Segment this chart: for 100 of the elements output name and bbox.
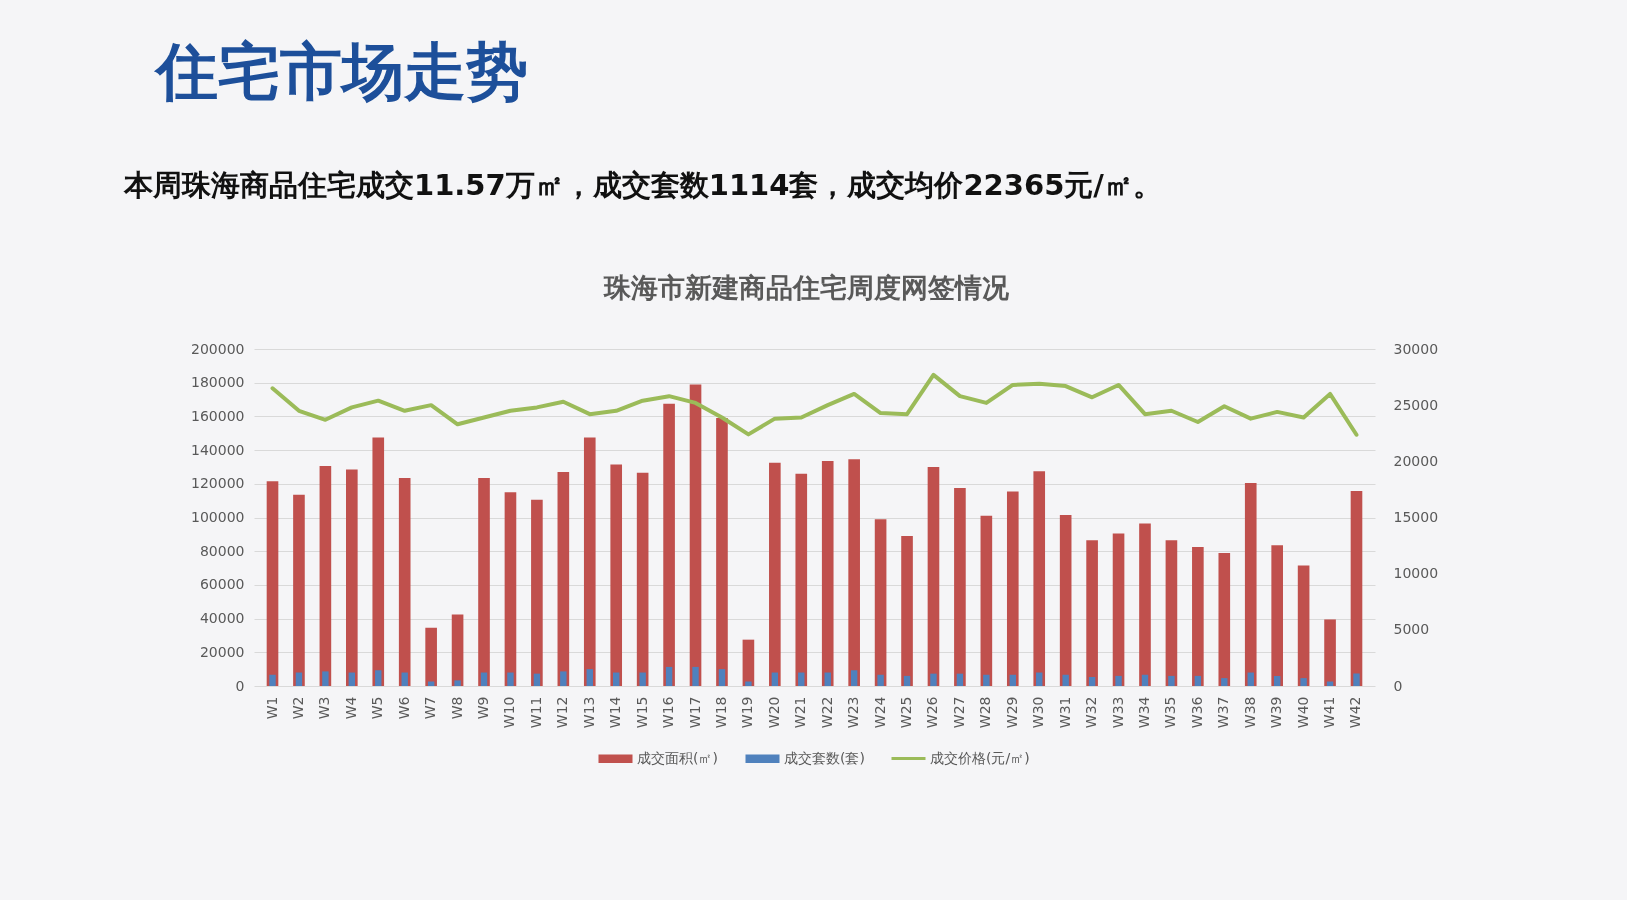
x-tick-label: W39 <box>1268 696 1285 729</box>
legend-label: 成交面积(㎡) <box>637 749 718 766</box>
x-tick-label: W11 <box>527 696 544 729</box>
bar <box>692 666 699 686</box>
x-tick-label: W12 <box>554 696 571 729</box>
y-tick-label: 120000 <box>191 475 245 492</box>
y-tick-label: 200000 <box>191 340 245 357</box>
bar <box>478 477 490 686</box>
bar <box>504 492 517 686</box>
x-tick-label: W13 <box>580 696 597 729</box>
bar <box>533 673 541 686</box>
x-tick-label: W22 <box>818 696 835 729</box>
bar <box>877 674 884 686</box>
y-tick-label: 160000 <box>191 407 245 424</box>
bar <box>1273 675 1281 686</box>
bar <box>375 670 382 686</box>
bar <box>824 672 831 686</box>
x-tick-label: W41 <box>1321 696 1338 729</box>
x-tick-label: W16 <box>660 696 677 729</box>
bar <box>954 488 966 686</box>
bar <box>1062 674 1069 686</box>
bar <box>1297 565 1310 686</box>
bar <box>821 461 834 686</box>
y-tick-label: 180000 <box>191 374 245 391</box>
x-tick-label: W14 <box>607 696 624 729</box>
x-tick-label: W20 <box>765 696 782 729</box>
x-tick-label: W8 <box>448 696 465 720</box>
bar <box>1271 545 1283 686</box>
bar <box>1141 674 1149 686</box>
y-tick-label: 20000 <box>199 643 245 660</box>
bar <box>1006 491 1019 686</box>
bar <box>742 639 755 686</box>
x-tick-label: W2 <box>289 696 306 720</box>
bar <box>718 669 726 686</box>
bar <box>1244 482 1257 686</box>
bar <box>930 673 937 686</box>
bar <box>927 466 940 686</box>
bar <box>983 674 990 686</box>
bar <box>401 672 408 686</box>
x-tick-label: W25 <box>898 696 915 729</box>
bar <box>795 473 808 686</box>
x-tick-label: W36 <box>1188 696 1205 729</box>
bar <box>980 515 993 686</box>
chart-title: 住宅市场走势 <box>153 35 528 108</box>
bar <box>560 671 567 686</box>
bar <box>663 403 675 686</box>
y2-tick-label: 25000 <box>1393 396 1439 413</box>
x-tick-label: W28 <box>977 696 994 729</box>
bar <box>480 672 488 686</box>
bar <box>1112 533 1125 686</box>
bar <box>769 462 781 686</box>
legend-label: 成交套数(套) <box>784 749 865 766</box>
y-tick-label: 80000 <box>199 542 245 559</box>
x-tick-label: W7 <box>422 696 439 720</box>
bar <box>1139 523 1151 686</box>
x-tick-label: W42 <box>1347 696 1364 729</box>
bar <box>531 499 543 686</box>
bar <box>689 384 702 686</box>
bar <box>1221 678 1228 686</box>
bar <box>1353 673 1360 686</box>
x-tick-label: W17 <box>686 696 703 729</box>
bar <box>1115 675 1122 686</box>
bar <box>610 464 623 686</box>
bar <box>451 614 464 686</box>
bar <box>1036 672 1043 686</box>
bar <box>293 494 305 686</box>
bar <box>266 481 279 686</box>
x-tick-label: W3 <box>316 696 333 720</box>
x-tick-label: W29 <box>1003 696 1020 729</box>
bar <box>901 536 913 686</box>
bar <box>636 472 649 686</box>
x-tick-label: W23 <box>845 696 862 729</box>
bar <box>850 670 858 686</box>
legend-label: 成交价格(元/㎡) <box>930 749 1030 766</box>
bar <box>1350 491 1363 686</box>
bar <box>1165 540 1178 686</box>
y2-tick-label: 5000 <box>1393 621 1430 638</box>
bar <box>1086 540 1098 686</box>
bar <box>1033 471 1046 686</box>
x-tick-label: W9 <box>475 696 492 720</box>
bar <box>1088 677 1096 686</box>
bar <box>716 418 728 686</box>
bar <box>745 681 752 686</box>
bar <box>874 519 887 686</box>
x-tick-label: W34 <box>1135 696 1152 729</box>
bar <box>1192 546 1204 686</box>
bar <box>372 437 385 686</box>
bar <box>771 672 779 686</box>
x-tick-label: W10 <box>501 696 518 729</box>
x-tick-label: W30 <box>1030 696 1047 729</box>
y2-tick-label: 10000 <box>1393 565 1439 582</box>
x-tick-label: W27 <box>950 696 967 729</box>
x-tick-label: W33 <box>1109 696 1126 729</box>
y2-tick-label: 15000 <box>1393 509 1439 525</box>
y2-tick-label: 0 <box>1393 677 1403 694</box>
bar <box>346 469 358 686</box>
bar <box>1009 674 1016 686</box>
bar <box>1300 678 1307 686</box>
bar <box>613 672 620 686</box>
bar <box>1324 619 1336 686</box>
